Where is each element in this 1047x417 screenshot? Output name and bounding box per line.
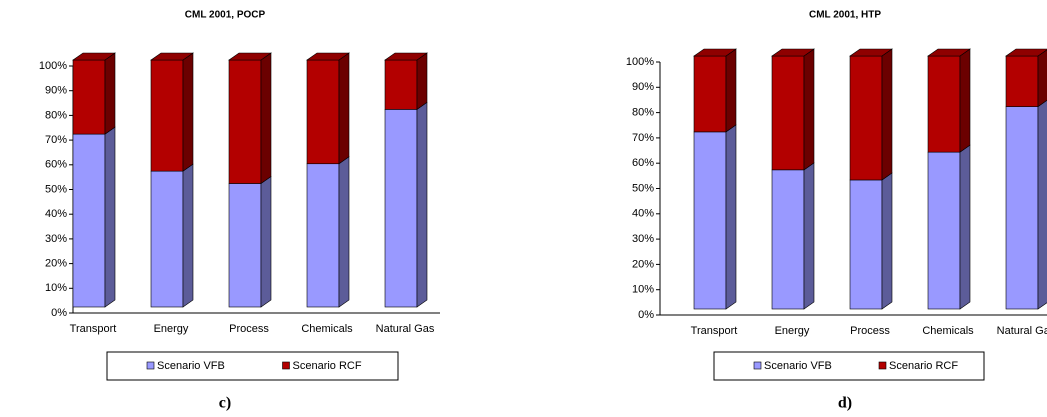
bar-side xyxy=(959,48,971,153)
caption: c) xyxy=(219,395,231,412)
bar-top xyxy=(1005,48,1047,57)
y-tick-label: 20% xyxy=(45,258,67,270)
bar xyxy=(384,109,418,308)
x-tick-label: Process xyxy=(229,323,269,335)
y-tick-label: 90% xyxy=(632,81,654,93)
bar-side xyxy=(260,175,272,308)
bar-side xyxy=(182,163,194,308)
bar xyxy=(228,59,262,184)
legend-label: Scenario VFB xyxy=(764,360,832,372)
bar xyxy=(927,55,961,153)
x-tick-label: Transport xyxy=(691,325,738,337)
y-tick-label: 80% xyxy=(45,109,67,121)
y-tick-label: 30% xyxy=(45,233,67,245)
legend-swatch xyxy=(878,361,887,370)
y-tick-label: 100% xyxy=(39,60,67,72)
bar xyxy=(927,151,961,310)
bar-side xyxy=(959,144,971,310)
bar xyxy=(849,179,883,310)
bar-side xyxy=(803,162,815,310)
bar xyxy=(693,131,727,310)
bar-side xyxy=(1037,99,1047,310)
y-tick-label: 50% xyxy=(45,183,67,195)
bar-side xyxy=(803,48,815,171)
bar-side xyxy=(725,48,737,133)
y-tick-label: 70% xyxy=(45,134,67,146)
bar-side xyxy=(104,126,116,308)
bar xyxy=(849,55,883,181)
bar xyxy=(384,59,418,110)
x-tick-label: Chemicals xyxy=(922,325,974,337)
y-tick-label: 80% xyxy=(632,107,654,119)
bar xyxy=(693,55,727,133)
bar-top xyxy=(306,52,350,61)
bar-side xyxy=(725,124,737,310)
bar xyxy=(1005,55,1039,107)
bar-top xyxy=(927,48,971,57)
bar xyxy=(306,163,340,308)
y-tick-label: 20% xyxy=(632,258,654,270)
bar xyxy=(150,170,184,308)
bar-top xyxy=(384,52,428,61)
bar-side xyxy=(182,52,194,172)
bar-side xyxy=(338,156,350,308)
y-tick-label: 50% xyxy=(632,182,654,194)
y-tick-label: 10% xyxy=(632,284,654,296)
x-tick-label: Chemicals xyxy=(301,323,353,335)
bar-side xyxy=(1037,49,1047,108)
legend-label: Scenario RCF xyxy=(889,360,958,372)
y-tick-label: 70% xyxy=(632,132,654,144)
y-tick-label: 90% xyxy=(45,85,67,97)
bar-side xyxy=(416,101,428,308)
caption: d) xyxy=(838,395,852,412)
bar-top xyxy=(72,52,116,61)
bar-top xyxy=(228,52,272,61)
bar-top xyxy=(849,48,893,57)
legend-label: Scenario VFB xyxy=(157,360,225,372)
y-tick-label: 100% xyxy=(626,56,654,68)
x-tick-label: Process xyxy=(850,325,890,337)
bar-top xyxy=(771,48,815,57)
bar-side xyxy=(338,52,350,165)
y-tick-label: 10% xyxy=(45,282,67,294)
x-tick-label: Natural Gas xyxy=(997,325,1047,337)
x-tick-label: Natural Gas xyxy=(376,323,435,335)
bar xyxy=(228,183,262,308)
y-tick-label: 60% xyxy=(45,159,67,171)
bar-side xyxy=(881,48,893,181)
y-tick-label: 40% xyxy=(45,208,67,220)
y-tick-label: 40% xyxy=(632,208,654,220)
x-tick-label: Transport xyxy=(70,323,117,335)
x-tick-label: Energy xyxy=(154,323,189,335)
y-tick-label: 60% xyxy=(632,157,654,169)
bar-top xyxy=(693,48,737,57)
chart-title: CML 2001, POCP xyxy=(185,10,266,21)
bar-side xyxy=(416,52,428,110)
y-tick-label: 0% xyxy=(51,307,67,319)
bar xyxy=(150,59,184,172)
legend-swatch xyxy=(282,361,290,370)
x-tick-label: Energy xyxy=(775,325,810,337)
bar xyxy=(771,55,805,171)
legend-swatch xyxy=(753,361,762,370)
legend-box xyxy=(106,351,399,381)
y-tick-label: 0% xyxy=(638,309,654,321)
y-tick-label: 30% xyxy=(632,233,654,245)
bar xyxy=(771,169,805,310)
bar-side xyxy=(881,172,893,310)
bar-top xyxy=(150,52,194,61)
bar xyxy=(1005,106,1039,310)
bar-side xyxy=(104,52,116,135)
chart-title: CML 2001, HTP xyxy=(809,10,881,21)
legend-label: Scenario RCF xyxy=(293,360,362,372)
bar xyxy=(72,59,106,135)
bar xyxy=(72,133,106,308)
bar-side xyxy=(260,52,272,185)
legend-swatch xyxy=(146,361,155,370)
bar xyxy=(306,59,340,165)
